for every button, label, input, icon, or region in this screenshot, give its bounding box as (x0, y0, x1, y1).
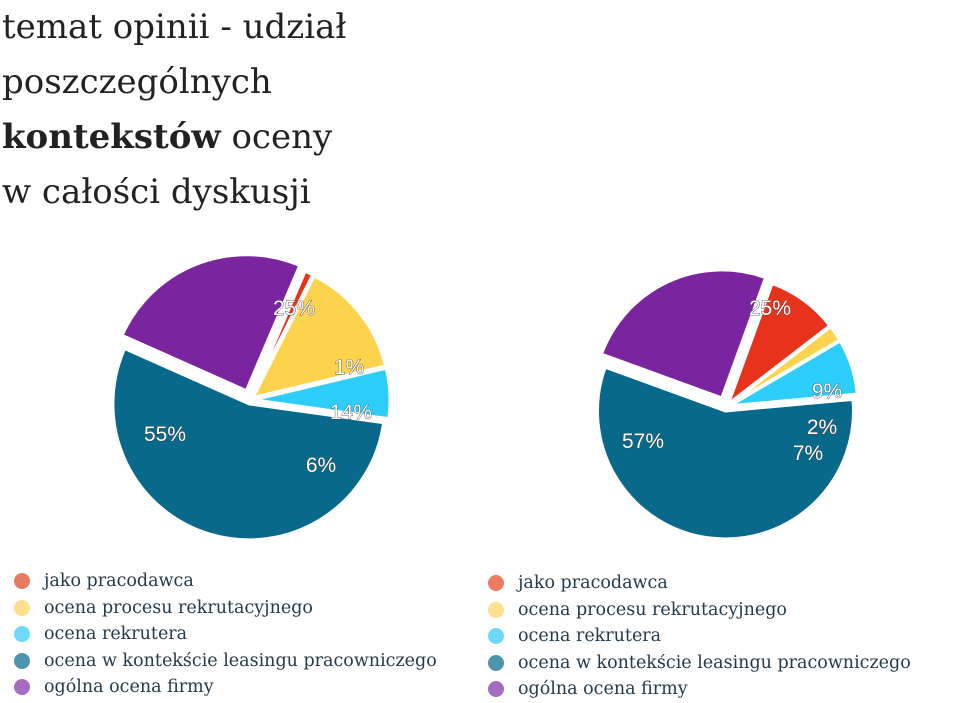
legend-label: jako pracodawca (518, 573, 668, 594)
title-line-3-rest: oceny (220, 117, 333, 157)
legend-swatch (488, 654, 504, 671)
legend-swatch (14, 679, 30, 696)
legend-item: ogólna ocena firmy (14, 674, 437, 701)
data-label-ocena-procesu: 14% (330, 401, 372, 424)
legend-item: ocena w kontekście leasingu pracowniczeg… (14, 648, 437, 675)
title-line-4: w całości dyskusji (2, 172, 311, 212)
legend-swatch (14, 652, 30, 669)
legend-right: jako pracodawca ocena procesu rekrutacyjn… (488, 570, 911, 703)
legend-label: ocena procesu rekrutacyjnego (518, 599, 787, 620)
legend-item: ocena procesu rekrutacyjnego (14, 595, 437, 622)
legend-label: ogólna ocena firmy (518, 679, 688, 700)
legend-label: ogólna ocena firmy (44, 677, 214, 698)
data-label-leasing: 55% (144, 423, 186, 446)
slice-ogolna-ocena (599, 268, 768, 400)
title-line-2: poszczególnych (2, 62, 272, 102)
legend-label: ocena w kontekście leasingu pracowniczeg… (44, 650, 437, 671)
slice-leasing (596, 365, 855, 541)
legend-left: jako pracodawca ocena procesu rekrutacyjn… (14, 568, 437, 701)
slice-ogolna-ocena (120, 253, 302, 393)
legend-label: jako pracodawca (44, 571, 194, 592)
legend-swatch (488, 628, 504, 645)
data-label-ocena-rekrutera: 6% (306, 454, 336, 477)
legend-swatch (14, 626, 30, 643)
legend-swatch (488, 681, 504, 698)
legend-item: ocena procesu rekrutacyjnego (488, 597, 911, 624)
slice-ocena-rekrutera (729, 338, 859, 408)
legend-label: ocena procesu rekrutacyjnego (44, 597, 313, 618)
data-label-ogolna-ocena: 25% (273, 297, 315, 320)
data-label-ogolna-ocena: 25% (749, 297, 791, 320)
legend-swatch (14, 573, 30, 590)
legend-swatch (14, 599, 30, 616)
slice-jako-pracodawca (250, 269, 315, 398)
legend-swatch (488, 575, 504, 592)
legend-item: ogólna ocena firmy (488, 676, 911, 703)
title-bold-word: kontekstów (2, 117, 221, 157)
legend-item: jako pracodawca (14, 568, 437, 595)
title-line-3: kontekstów oceny (2, 110, 522, 165)
data-label-jako-pracodawca: 9% (812, 380, 842, 403)
pie-chart-left: 25% 1% 14% 6% 55% (111, 253, 392, 542)
legend-item: ocena rekrutera (14, 621, 437, 648)
legend-item: ocena w kontekście leasingu pracowniczeg… (488, 650, 911, 677)
data-label-ocena-procesu: 2% (807, 416, 837, 439)
slice-ocena-rekrutera (253, 366, 392, 421)
legend-item: jako pracodawca (488, 570, 911, 597)
legend-label: ocena rekrutera (44, 624, 188, 645)
legend-label: ocena rekrutera (518, 626, 662, 647)
chart-title: temat opinii - udział poszczególnych kon… (2, 0, 522, 220)
legend-swatch (488, 601, 504, 618)
slice-ocena-procesu (250, 273, 388, 400)
title-line-1: temat opinii - udział (2, 7, 347, 47)
pie-charts: 25% 1% 14% 6% 55% 25% 9% 2% 7% 57% (111, 253, 859, 542)
legend-label: ocena w kontekście leasingu pracowniczeg… (518, 652, 911, 673)
data-label-ocena-rekrutera: 7% (793, 442, 823, 465)
slice-leasing (111, 346, 386, 542)
legend-item: ocena rekrutera (488, 623, 911, 650)
data-label-jako-pracodawca: 1% (334, 356, 364, 379)
pie-chart-right: 25% 9% 2% 7% 57% (596, 268, 859, 541)
data-label-leasing: 57% (622, 430, 664, 453)
